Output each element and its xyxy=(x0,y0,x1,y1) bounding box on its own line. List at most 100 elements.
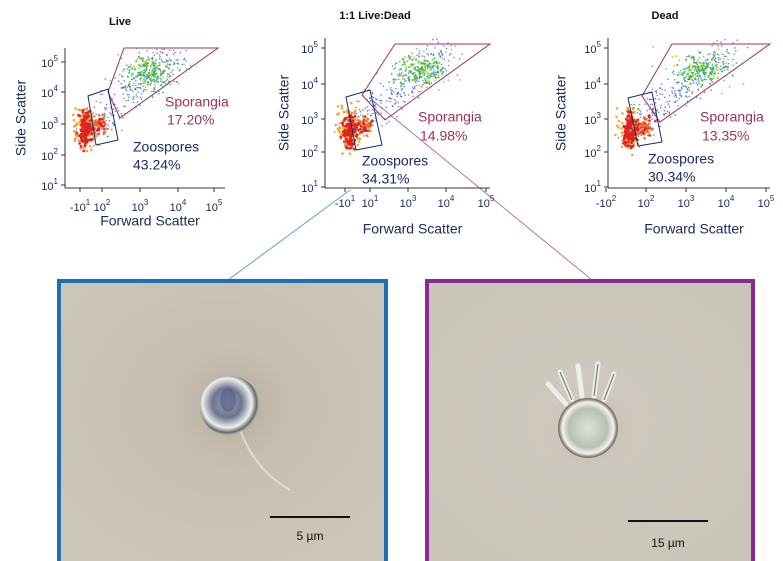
event-dot xyxy=(727,66,729,68)
event-dot xyxy=(664,89,666,91)
event-dot xyxy=(438,52,440,54)
event-dot xyxy=(440,50,442,52)
event-dot xyxy=(428,75,430,77)
event-dot xyxy=(621,112,624,115)
event-dot xyxy=(747,47,749,49)
event-dot xyxy=(743,83,745,85)
event-dot xyxy=(440,71,442,73)
event-dot xyxy=(414,86,416,88)
event-dot xyxy=(105,109,107,111)
event-dot xyxy=(409,58,411,60)
event-dot xyxy=(167,73,169,75)
event-dot xyxy=(386,100,388,102)
event-dot xyxy=(647,124,650,127)
event-dot xyxy=(649,108,651,110)
event-dot xyxy=(710,68,712,70)
event-dot xyxy=(340,133,343,136)
event-dot xyxy=(706,79,708,81)
event-dot xyxy=(398,106,400,108)
event-dot xyxy=(380,83,382,85)
event-dot xyxy=(72,114,75,117)
event-dot xyxy=(357,144,360,147)
event-dot xyxy=(136,94,138,96)
event-dot xyxy=(358,101,360,103)
event-dot xyxy=(709,62,711,64)
event-dot xyxy=(698,69,700,71)
event-dot xyxy=(122,93,124,95)
event-dot xyxy=(645,118,648,121)
event-dot xyxy=(143,91,145,93)
event-dot xyxy=(424,56,426,58)
event-dot xyxy=(712,57,714,59)
event-dot xyxy=(697,84,699,86)
event-dot xyxy=(630,127,633,130)
event-dot xyxy=(395,67,397,69)
event-dot xyxy=(653,134,655,136)
event-dot xyxy=(84,137,87,140)
event-dot xyxy=(402,76,404,78)
event-dot xyxy=(714,59,716,61)
event-dot xyxy=(718,59,720,61)
event-dot xyxy=(630,104,632,106)
event-dot xyxy=(156,78,158,80)
event-dot xyxy=(74,139,77,142)
event-dot xyxy=(133,97,135,99)
event-dot xyxy=(392,65,394,67)
event-dot xyxy=(93,123,96,126)
event-dot xyxy=(671,87,673,89)
event-dot xyxy=(696,82,698,84)
gate-name: Zoospores xyxy=(648,151,714,167)
event-dot xyxy=(123,105,125,107)
event-dot xyxy=(712,68,714,70)
event-dot xyxy=(390,89,392,91)
event-dot xyxy=(367,106,369,108)
event-dot xyxy=(402,84,404,86)
event-dot xyxy=(110,80,112,82)
event-dot xyxy=(354,115,357,118)
x-tick-label: 102 xyxy=(94,198,111,214)
event-dot xyxy=(417,70,419,72)
event-dot xyxy=(138,68,140,70)
event-dot xyxy=(662,94,664,96)
event-dot xyxy=(98,114,101,117)
flow-plot: Live101102103104105-101102103104105Side … xyxy=(13,16,229,229)
y-axis-label: Side Scatter xyxy=(276,75,292,152)
event-dot xyxy=(678,59,680,61)
event-dot xyxy=(404,86,406,88)
event-dot xyxy=(138,83,140,85)
event-dot xyxy=(434,47,436,49)
event-dot xyxy=(342,124,345,127)
event-dot xyxy=(715,61,717,63)
event-dot xyxy=(109,120,111,122)
event-dot xyxy=(151,70,153,72)
event-dot xyxy=(126,64,128,66)
event-dot xyxy=(142,59,144,61)
event-dot xyxy=(695,73,697,75)
x-tick-label: 103 xyxy=(132,198,149,214)
plot-title: Dead xyxy=(652,10,679,22)
event-dot xyxy=(714,53,716,55)
event-dot xyxy=(431,82,433,84)
event-dot xyxy=(675,55,677,57)
event-dot xyxy=(139,87,141,89)
event-dot xyxy=(405,69,407,71)
event-dot xyxy=(172,74,174,76)
event-dot xyxy=(675,95,677,97)
x-tick-label: -102 xyxy=(596,194,617,210)
event-dot xyxy=(713,75,715,77)
event-dot xyxy=(647,131,650,134)
event-dot xyxy=(114,110,116,112)
event-dot xyxy=(76,128,78,130)
event-dot xyxy=(354,129,357,132)
event-dot xyxy=(627,130,630,133)
event-dot xyxy=(107,117,109,119)
event-dot xyxy=(704,78,706,80)
event-dot xyxy=(631,139,634,142)
event-dot xyxy=(711,45,713,47)
event-dot xyxy=(160,84,162,86)
event-dot xyxy=(660,87,662,89)
event-dot xyxy=(704,91,706,93)
event-dot xyxy=(707,64,709,66)
event-dot xyxy=(374,102,376,104)
event-dot xyxy=(117,54,119,56)
